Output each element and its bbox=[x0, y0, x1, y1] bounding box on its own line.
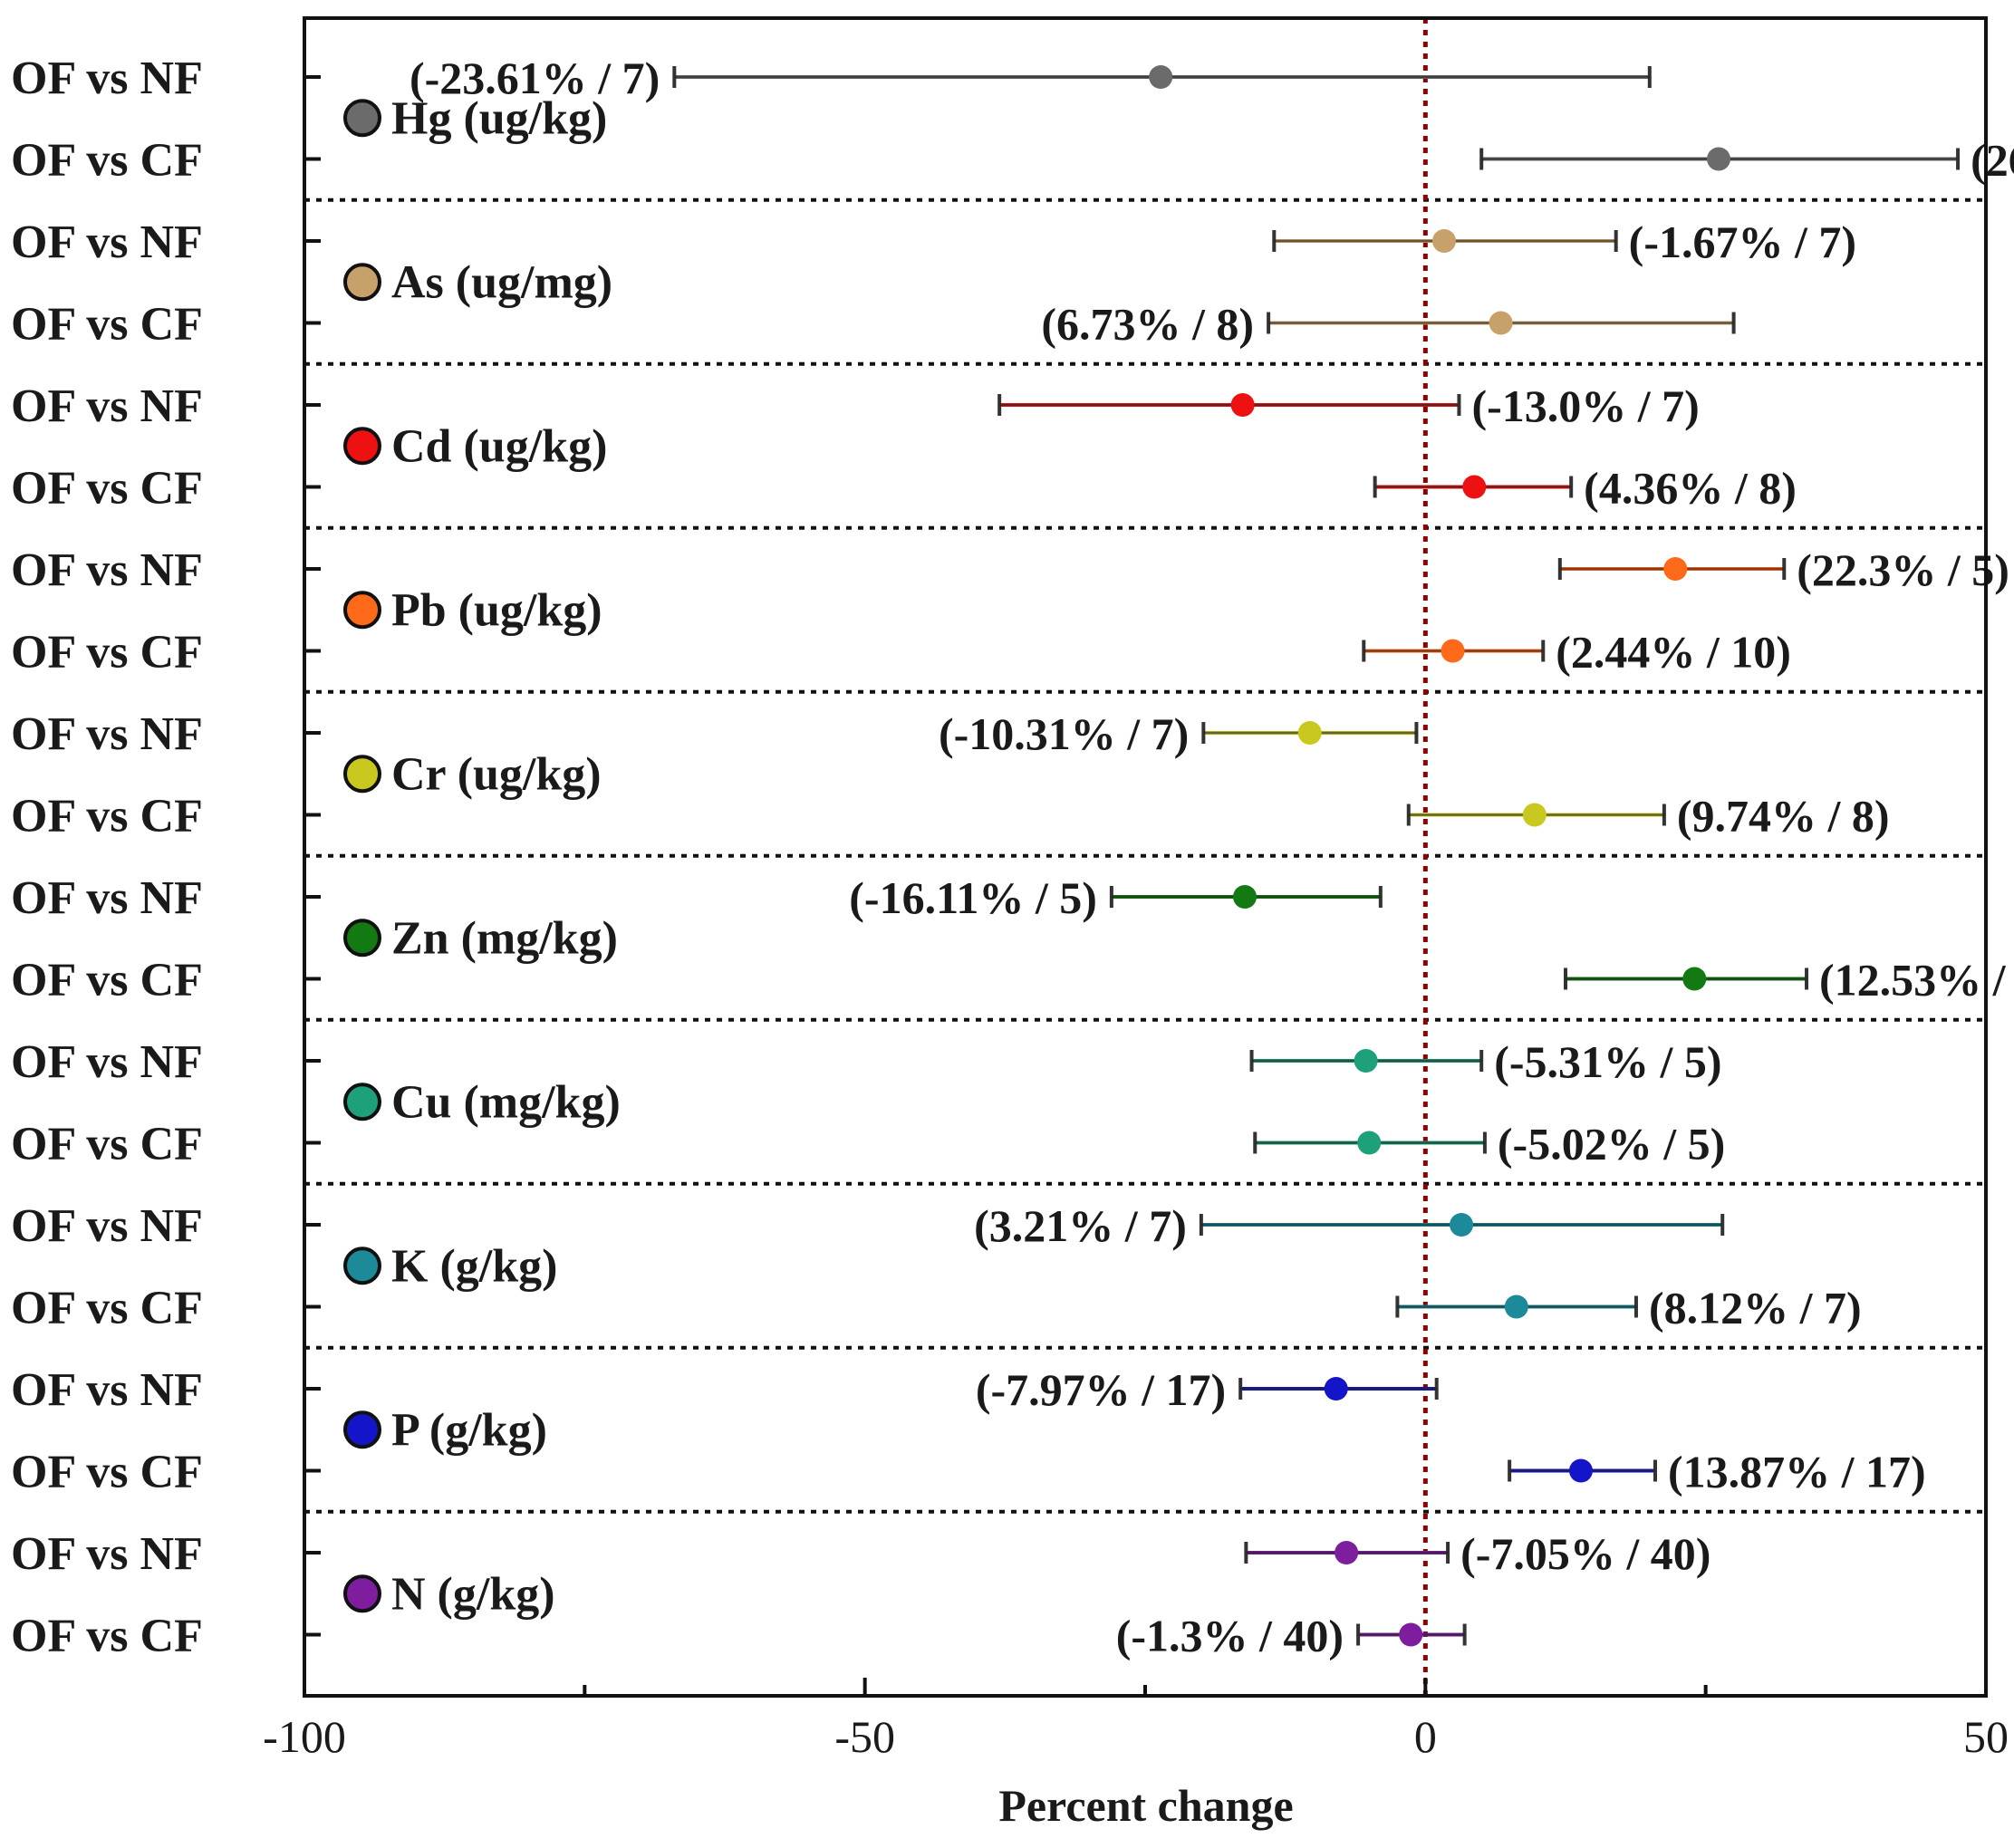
axis-layer: -100 -50 0 50 Percent change bbox=[263, 75, 2009, 1831]
value-label: (-10.31% / 7) bbox=[939, 708, 1189, 759]
row-label: OF vs NF bbox=[11, 708, 203, 760]
group-label: Cr (ug/kg) bbox=[391, 748, 602, 800]
row-label: OF vs CF bbox=[11, 1611, 203, 1662]
group-label: Pb (ug/kg) bbox=[391, 584, 602, 636]
x-tick-label: 0 bbox=[1414, 1711, 1437, 1762]
group-label: Cu (mg/kg) bbox=[391, 1076, 621, 1128]
group-marker bbox=[343, 99, 381, 138]
row-label: OF vs CF bbox=[11, 1283, 203, 1334]
point-estimate bbox=[1707, 147, 1731, 171]
group-label: N (g/kg) bbox=[391, 1568, 555, 1620]
value-label: (-7.05% / 40) bbox=[1460, 1528, 1710, 1579]
value-label: (12.53% / 5) bbox=[1819, 955, 2014, 1006]
row-label: OF vs NF bbox=[11, 1364, 203, 1416]
row-label: OF vs NF bbox=[11, 1200, 203, 1252]
value-label: (-1.67% / 7) bbox=[1629, 217, 1856, 267]
row-label: OF vs CF bbox=[11, 463, 203, 515]
point-estimate bbox=[1297, 721, 1322, 745]
row-label: OF vs NF bbox=[11, 217, 203, 268]
point-estimate bbox=[1663, 557, 1688, 581]
row-label: OF vs NF bbox=[11, 872, 203, 924]
error-bar-layer bbox=[672, 65, 1961, 1647]
group-marker bbox=[343, 1410, 381, 1449]
value-label: (6.73% / 8) bbox=[1041, 299, 1254, 350]
group-marker bbox=[343, 427, 381, 466]
group-label: Hg (ug/kg) bbox=[391, 92, 607, 144]
point-estimate bbox=[1450, 1213, 1474, 1237]
group-marker bbox=[343, 755, 381, 794]
group-marker bbox=[343, 919, 381, 958]
row-label: OF vs CF bbox=[11, 1447, 203, 1498]
point-estimate bbox=[1522, 803, 1547, 827]
value-label: (4.36% / 8) bbox=[1584, 463, 1797, 514]
row-label: OF vs NF bbox=[11, 1036, 203, 1088]
group-marker bbox=[343, 591, 381, 630]
row-label: OF vs NF bbox=[11, 380, 203, 432]
value-label: (-5.31% / 5) bbox=[1494, 1036, 1721, 1087]
point-estimate bbox=[1324, 1377, 1348, 1400]
point-estimate bbox=[1232, 885, 1257, 909]
point-estimate bbox=[1431, 229, 1456, 253]
value-label: (-23.61% / 7) bbox=[410, 53, 660, 103]
group-marker bbox=[343, 1574, 381, 1613]
row-label: OF vs NF bbox=[11, 53, 203, 104]
value-label: (-5.02% / 5) bbox=[1498, 1119, 1725, 1169]
x-tick-label: -50 bbox=[834, 1711, 895, 1762]
value-label: (-13.0% / 7) bbox=[1471, 380, 1699, 431]
group-label: P (g/kg) bbox=[391, 1404, 547, 1456]
row-label: OF vs NF bbox=[11, 1528, 203, 1580]
row-label: OF vs CF bbox=[11, 1119, 203, 1170]
row-label: OF vs CF bbox=[11, 627, 203, 679]
group-label: Zn (mg/kg) bbox=[391, 912, 618, 964]
point-estimate bbox=[1230, 393, 1255, 417]
point-estimate bbox=[1357, 1131, 1382, 1155]
point-estimate bbox=[1504, 1295, 1528, 1319]
group-label: As (ug/mg) bbox=[391, 256, 612, 308]
row-label: OF vs CF bbox=[11, 135, 203, 187]
group-marker bbox=[343, 263, 381, 302]
group-marker bbox=[343, 1246, 381, 1285]
point-estimate bbox=[1335, 1541, 1359, 1564]
value-label: (2.44% / 10) bbox=[1556, 627, 1791, 678]
row-label: OF vs CF bbox=[11, 299, 203, 351]
group-label: Cd (ug/kg) bbox=[391, 420, 607, 472]
point-estimate bbox=[1489, 311, 1513, 335]
point-estimate bbox=[1568, 1458, 1593, 1483]
separator-layer bbox=[304, 197, 1986, 1514]
x-tick-label: -100 bbox=[263, 1711, 346, 1762]
value-label: (22.3% / 5) bbox=[1797, 544, 2009, 595]
point-estimate bbox=[1399, 1622, 1423, 1647]
x-axis-title: Percent change bbox=[998, 1780, 1293, 1831]
value-label: (-7.97% / 17) bbox=[976, 1364, 1226, 1415]
point-estimate bbox=[1441, 639, 1465, 663]
row-label: OF vs NF bbox=[11, 544, 203, 596]
value-label: (3.21% / 7) bbox=[974, 1200, 1187, 1251]
value-label: (26.16% / 8) bbox=[1971, 135, 2014, 186]
value-label: (9.74% / 8) bbox=[1677, 791, 1890, 842]
value-label: (-1.3% / 40) bbox=[1116, 1611, 1344, 1661]
value-label: (13.87% / 17) bbox=[1668, 1447, 1926, 1497]
group-marker bbox=[343, 1083, 381, 1121]
point-estimate bbox=[1354, 1049, 1378, 1073]
value-label: (8.12% / 7) bbox=[1649, 1283, 1862, 1333]
row-label: OF vs CF bbox=[11, 955, 203, 1006]
row-label: OF vs CF bbox=[11, 791, 203, 842]
group-label: K (g/kg) bbox=[391, 1240, 557, 1292]
point-estimate bbox=[1682, 967, 1707, 991]
point-estimate bbox=[1149, 65, 1173, 89]
label-layer: Hg (ug/kg) OF vs NF (-23.61% / 7) OF vs CF (… bbox=[11, 53, 2014, 1662]
point-estimate bbox=[1462, 475, 1487, 499]
x-tick-label: 50 bbox=[1963, 1711, 2009, 1762]
value-label: (-16.11% / 5) bbox=[849, 872, 1097, 923]
